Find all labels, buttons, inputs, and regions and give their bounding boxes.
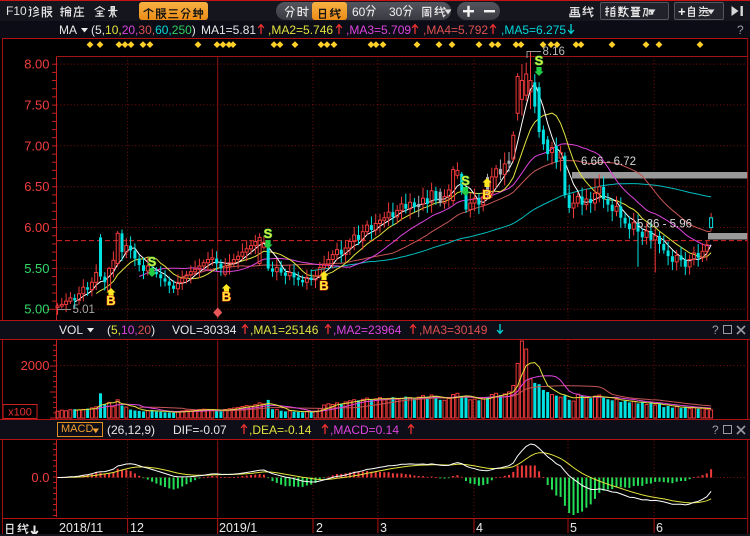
svg-text:8.00: 8.00 bbox=[24, 57, 49, 72]
svg-text:5.86 - 5.96: 5.86 - 5.96 bbox=[637, 219, 692, 231]
svg-text:x100: x100 bbox=[8, 407, 32, 419]
svg-text:6.66 - 6.72: 6.66 - 6.72 bbox=[581, 156, 636, 168]
svg-text:5.01: 5.01 bbox=[73, 304, 95, 316]
svg-text:5.00: 5.00 bbox=[24, 302, 49, 317]
svg-text:S: S bbox=[535, 53, 544, 68]
svg-text:B: B bbox=[222, 289, 231, 304]
svg-text:0.0: 0.0 bbox=[31, 470, 49, 485]
svg-text:S: S bbox=[264, 226, 273, 241]
svg-text:S: S bbox=[148, 254, 157, 269]
svg-text:2000: 2000 bbox=[21, 358, 50, 373]
svg-text:7.50: 7.50 bbox=[24, 97, 49, 112]
svg-text:6.50: 6.50 bbox=[24, 179, 49, 194]
svg-text:6.00: 6.00 bbox=[24, 220, 49, 235]
svg-text:S: S bbox=[461, 173, 470, 188]
svg-text:B: B bbox=[106, 293, 115, 308]
svg-text:8.16: 8.16 bbox=[543, 46, 565, 58]
svg-text:5.50: 5.50 bbox=[24, 261, 49, 276]
svg-text:7.00: 7.00 bbox=[24, 138, 49, 153]
svg-text:B: B bbox=[319, 278, 328, 293]
svg-text:B: B bbox=[482, 187, 491, 202]
